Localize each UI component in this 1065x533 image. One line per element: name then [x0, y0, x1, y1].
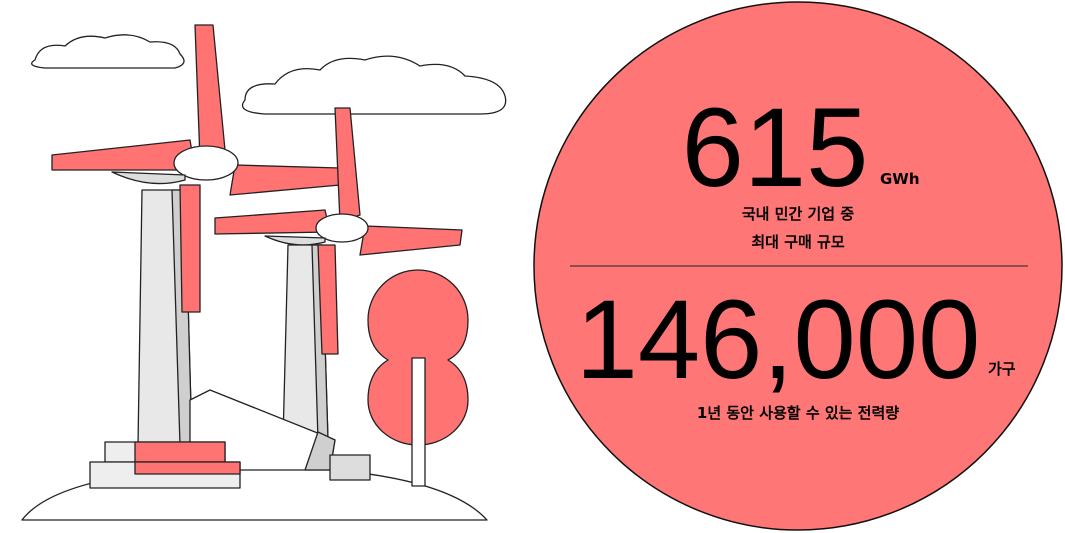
stat-value: 615	[682, 85, 869, 210]
stat-unit: GWh	[880, 170, 920, 188]
stat-description: 최대 구매 규모	[751, 233, 844, 251]
illustration	[21, 24, 507, 521]
stat-unit: 가구	[988, 360, 1016, 378]
stat-description: 1년 동안 사용할 수 있는 전력량	[697, 404, 899, 422]
stat-value: 146,000	[576, 277, 981, 402]
stat-description: 국내 민간 기업 중	[742, 205, 854, 223]
